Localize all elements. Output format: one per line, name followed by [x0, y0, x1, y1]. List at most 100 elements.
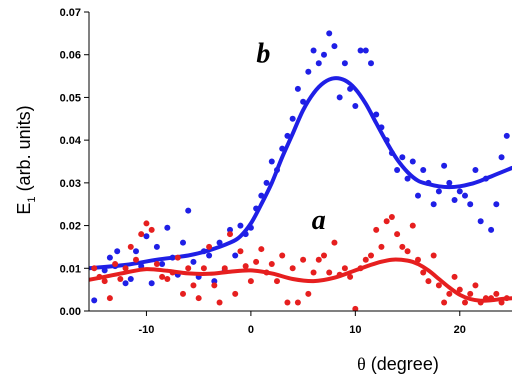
- series-a-point: [247, 278, 254, 285]
- series-a-point: [153, 261, 160, 268]
- series-b-point: [415, 192, 421, 199]
- series-b-point: [294, 85, 301, 92]
- y-tick-label: 0.06: [60, 50, 81, 62]
- series-a-point: [101, 278, 108, 285]
- x-tick-labels: -10 0 10 20: [138, 324, 465, 336]
- series-a-fit-line: [89, 257, 512, 303]
- series-b-point: [211, 278, 218, 285]
- series-a-point: [368, 252, 374, 259]
- series-b-point: [331, 43, 338, 50]
- series-b-point: [159, 261, 166, 268]
- series-a-point: [394, 231, 401, 238]
- series-b-point: [373, 111, 380, 118]
- series-b-point: [305, 68, 312, 75]
- y-tick-label: 0.03: [60, 178, 81, 190]
- series-a-point: [493, 290, 500, 297]
- series-a-point: [289, 265, 296, 272]
- series-a-point: [274, 278, 280, 285]
- series-layer: [89, 30, 512, 311]
- series-a-point: [112, 261, 119, 268]
- series-a-point: [305, 290, 312, 297]
- series-b-point: [106, 254, 113, 261]
- series-b-point: [493, 201, 500, 208]
- curve-labels: ba: [256, 39, 325, 237]
- series-b-point: [91, 297, 98, 304]
- series-a-point: [122, 265, 129, 272]
- series-a-point: [91, 265, 98, 272]
- series-a-point: [106, 295, 113, 302]
- curve-label-b: b: [256, 39, 270, 70]
- series-a-point: [362, 256, 369, 263]
- series-b-point: [114, 248, 121, 255]
- series-a-point: [456, 286, 463, 293]
- series-a-point: [294, 299, 301, 306]
- series-b-point: [503, 132, 510, 139]
- series-a-point: [425, 278, 432, 285]
- series-a-point: [451, 273, 458, 280]
- series-a-point: [206, 243, 213, 250]
- y-tick-label: 0.01: [60, 263, 81, 275]
- series-a-point: [352, 305, 359, 311]
- series-b-point: [164, 224, 171, 231]
- series-a-point: [399, 243, 406, 250]
- y-tick-label: 0.00: [60, 306, 81, 318]
- series-b-point: [404, 175, 411, 182]
- series-a-point: [472, 282, 479, 289]
- series-a-point: [467, 290, 474, 297]
- series-a-point: [195, 295, 202, 302]
- series-b-point: [409, 158, 416, 165]
- series-b-point: [180, 239, 186, 246]
- series-a-point: [242, 263, 249, 270]
- series-a-point: [321, 252, 327, 259]
- series-b-point: [289, 115, 296, 122]
- series-b-point: [227, 226, 233, 233]
- series-b: [89, 30, 512, 304]
- y-tick-label: 0.02: [60, 221, 81, 233]
- series-b-point: [467, 201, 474, 208]
- series-a-point: [310, 269, 317, 276]
- series-b-point: [232, 252, 239, 259]
- series-a-point: [315, 256, 322, 263]
- x-tick-label: 10: [349, 324, 361, 336]
- series-b-point: [420, 167, 427, 174]
- series-a-point: [185, 265, 192, 272]
- y-axis-title: E1 (arb. units): [14, 105, 38, 214]
- x-tick-label: 0: [248, 324, 254, 336]
- series-a-point: [430, 252, 437, 259]
- series-b-point: [326, 30, 333, 37]
- series-b-point: [216, 239, 223, 246]
- series-b-point: [310, 47, 317, 54]
- x-tick-label: 20: [454, 324, 466, 336]
- series-b-point: [127, 275, 134, 282]
- series-a-point: [341, 265, 348, 272]
- series-a-point: [253, 258, 260, 265]
- series-b-point: [451, 196, 458, 203]
- series-a-point: [462, 299, 468, 306]
- series-b-point: [341, 60, 348, 67]
- series-a: [89, 214, 512, 311]
- series-b-point: [122, 280, 129, 287]
- series-b-point: [441, 162, 448, 169]
- series-a-point: [159, 273, 166, 280]
- series-b-point: [143, 233, 150, 240]
- series-b-point: [336, 94, 343, 101]
- series-b-point: [133, 248, 139, 255]
- curve-label-a: a: [312, 205, 326, 236]
- series-a-point: [138, 231, 145, 238]
- series-a-point: [383, 218, 390, 225]
- series-a-point: [435, 282, 442, 289]
- series-a-point: [148, 226, 155, 233]
- series-b-point: [435, 188, 442, 195]
- series-b-point: [368, 60, 374, 67]
- series-a-point: [143, 220, 150, 227]
- series-a-point: [237, 248, 244, 255]
- series-a-point: [127, 243, 134, 250]
- x-axis-title: θ (degree): [357, 354, 439, 374]
- series-b-point: [206, 252, 213, 259]
- series-a-point: [404, 248, 411, 255]
- series-b-point: [263, 179, 270, 186]
- series-b-point: [300, 98, 307, 105]
- series-a-point: [388, 214, 395, 221]
- series-b-point: [315, 60, 322, 67]
- series-a-point: [441, 299, 448, 306]
